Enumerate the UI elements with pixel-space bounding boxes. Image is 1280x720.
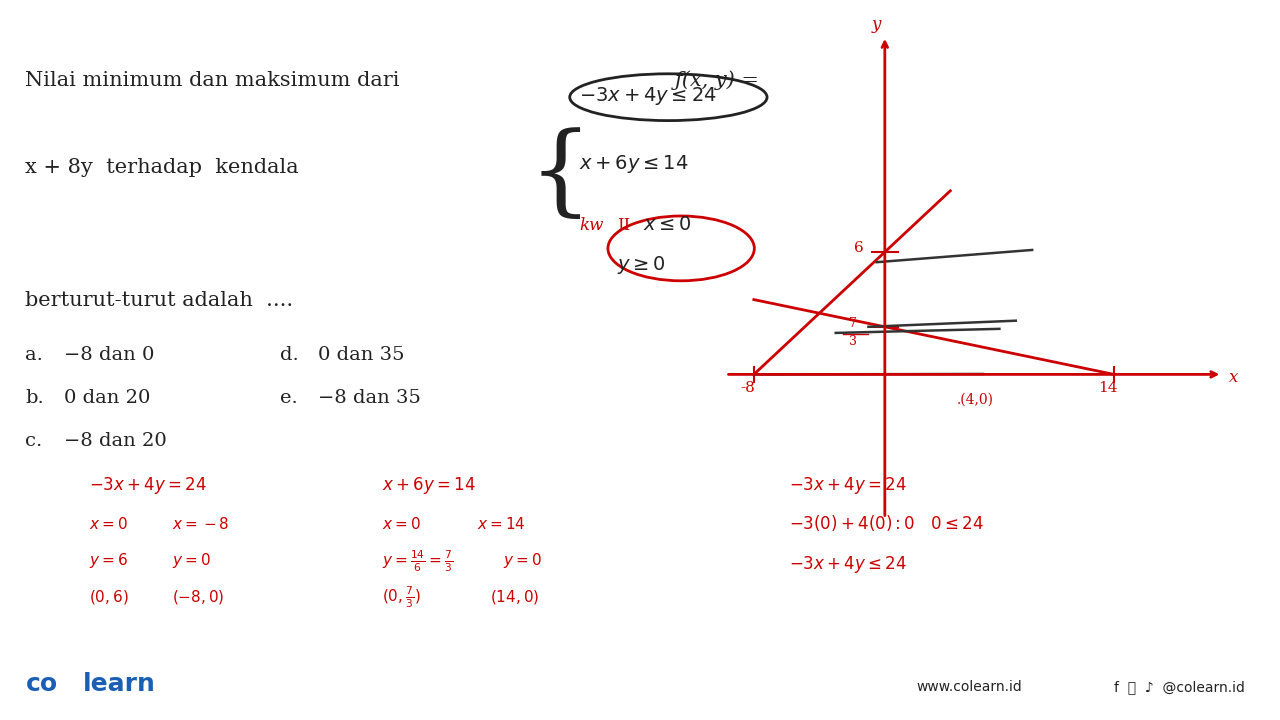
Text: {: { [529, 128, 591, 225]
Text: 6: 6 [855, 241, 864, 255]
Text: $(14,0)$: $(14,0)$ [490, 588, 540, 606]
Text: a.: a. [26, 346, 44, 364]
Text: $y=0$: $y=0$ [503, 552, 541, 570]
Text: berturut-turut adalah  ....: berturut-turut adalah .... [26, 291, 293, 310]
Text: $-3x+4y = 24$: $-3x+4y = 24$ [90, 474, 207, 495]
Text: c.: c. [26, 433, 42, 451]
Text: kw: kw [580, 217, 604, 235]
Text: $x=0$: $x=0$ [90, 516, 128, 532]
Text: $x+6y=14$: $x+6y=14$ [381, 474, 476, 495]
Text: $(0,6)$: $(0,6)$ [90, 588, 129, 606]
Text: $x=0$: $x=0$ [381, 516, 421, 532]
Text: -8: -8 [740, 382, 755, 395]
Text: $y=6$: $y=6$ [90, 552, 128, 570]
Text: $y=0$: $y=0$ [172, 552, 211, 570]
Text: b.: b. [26, 390, 45, 408]
Text: Nilai minimum dan maksimum dari: Nilai minimum dan maksimum dari [26, 71, 407, 91]
Text: −8 dan 20: −8 dan 20 [64, 433, 166, 451]
Text: $y=\frac{14}{6}=\frac{7}{3}$: $y=\frac{14}{6}=\frac{7}{3}$ [381, 548, 453, 574]
Text: $(-8,0)$: $(-8,0)$ [172, 588, 224, 606]
Text: $-3x + 4y \leq 24$: $-3x + 4y \leq 24$ [790, 554, 908, 575]
Text: learn: learn [83, 672, 156, 696]
Text: II: II [617, 217, 631, 235]
Text: $-3x+4y = 24$: $-3x+4y = 24$ [790, 474, 908, 495]
Text: $x=14$: $x=14$ [477, 516, 526, 532]
Text: x: x [1229, 369, 1238, 386]
Text: −8 dan 35: −8 dan 35 [319, 390, 421, 408]
Text: x + 8y  terhadap  kendala: x + 8y terhadap kendala [26, 158, 300, 177]
Text: $-3(0)+4(0): 0 \quad 0 \leq 24$: $-3(0)+4(0): 0 \quad 0 \leq 24$ [790, 513, 984, 534]
Text: e.: e. [280, 390, 298, 408]
Text: 0 dan 20: 0 dan 20 [64, 390, 150, 408]
Text: ƒ(x, y) =: ƒ(x, y) = [675, 71, 759, 91]
Text: $x = -8$: $x = -8$ [172, 516, 229, 532]
Text: $x \leq 0$: $x \leq 0$ [643, 217, 692, 235]
Text: 7: 7 [849, 317, 856, 330]
Text: 0 dan 35: 0 dan 35 [319, 346, 404, 364]
Text: $-3x+4y \leq 24$: $-3x+4y \leq 24$ [580, 85, 717, 107]
Text: $(0,\frac{7}{3})$: $(0,\frac{7}{3})$ [381, 584, 421, 610]
Text: $y \geq 0$: $y \geq 0$ [617, 254, 667, 276]
Text: co: co [26, 672, 58, 696]
Text: y: y [872, 16, 882, 33]
Text: 3: 3 [849, 335, 858, 348]
Text: d.: d. [280, 346, 298, 364]
Text: www.colearn.id: www.colearn.id [916, 680, 1023, 694]
Text: f  ⓞ  ♪  @colearn.id: f ⓞ ♪ @colearn.id [1114, 680, 1245, 694]
Text: 14: 14 [1098, 382, 1117, 395]
Text: $x+6y \leq 14$: $x+6y \leq 14$ [580, 153, 689, 175]
Text: −8 dan 0: −8 dan 0 [64, 346, 154, 364]
Text: .(4,0): .(4,0) [956, 392, 993, 406]
